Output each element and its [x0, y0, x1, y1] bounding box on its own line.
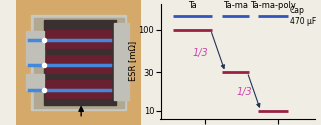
Bar	[46, 80, 111, 98]
Bar	[26, 49, 44, 65]
Bar	[44, 20, 116, 105]
Text: Ta-ma-poly: Ta-ma-poly	[250, 1, 296, 10]
Bar	[34, 18, 124, 108]
Bar	[46, 30, 111, 48]
Bar	[46, 55, 111, 72]
Text: 1/3: 1/3	[193, 48, 209, 58]
Bar	[26, 74, 44, 90]
Text: Ta-ma: Ta-ma	[222, 1, 247, 10]
Bar	[46, 30, 111, 48]
Text: 1/3: 1/3	[237, 87, 253, 97]
Text: Cap
470 μF: Cap 470 μF	[290, 6, 316, 26]
Text: Ta: Ta	[188, 1, 197, 10]
Bar	[26, 31, 44, 48]
Bar	[46, 80, 111, 98]
Bar	[114, 22, 129, 100]
Bar	[31, 15, 126, 110]
Bar	[46, 55, 111, 72]
Y-axis label: ESR [mΩ]: ESR [mΩ]	[128, 41, 137, 81]
